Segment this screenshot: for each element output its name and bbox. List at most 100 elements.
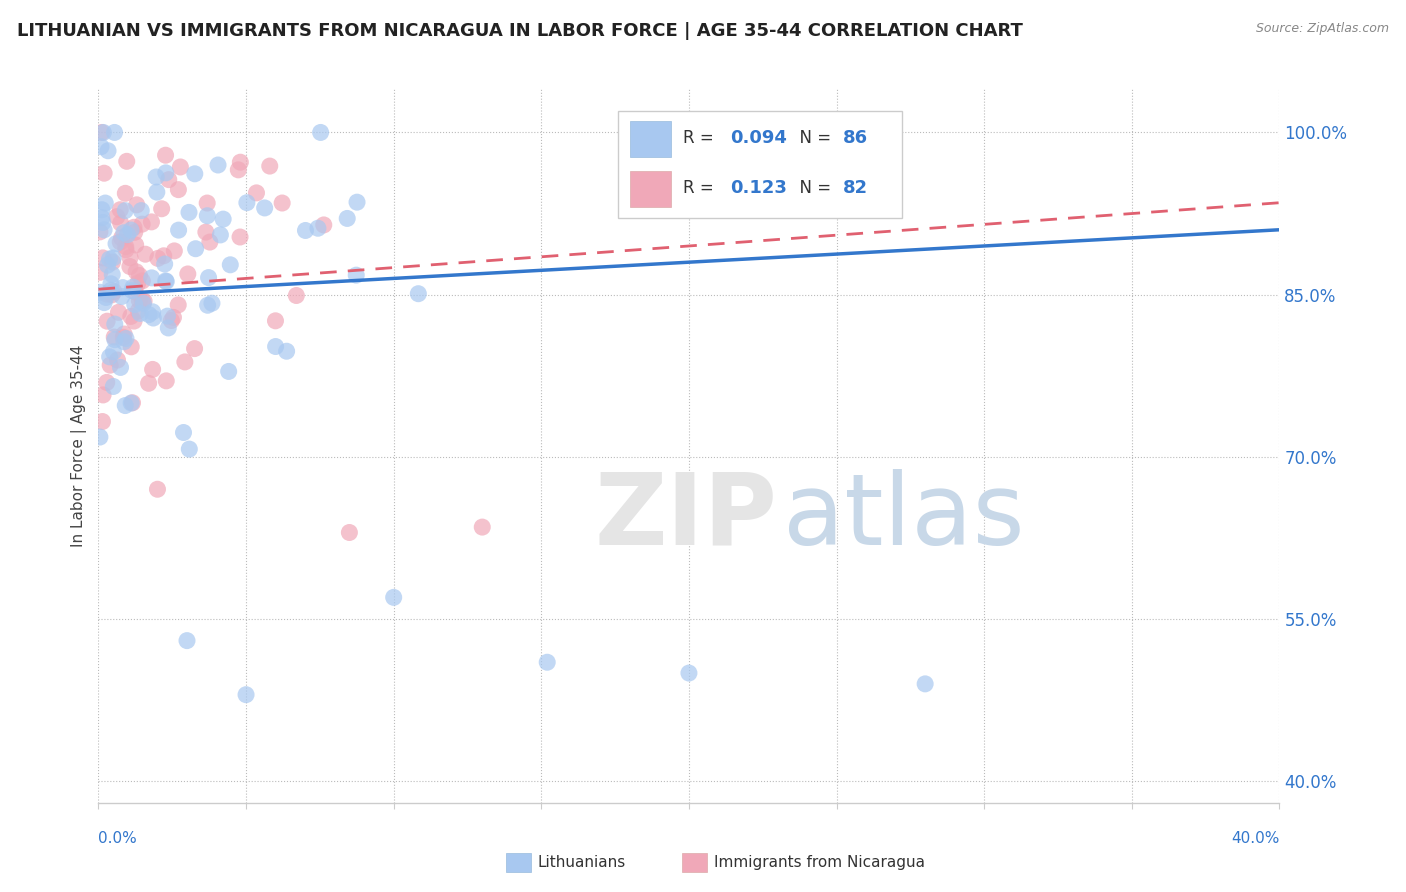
Point xyxy=(209,227,232,242)
Point xyxy=(155,148,177,162)
Point xyxy=(150,202,173,216)
Text: R =: R = xyxy=(683,178,718,196)
Point xyxy=(120,310,142,324)
Text: atlas: atlas xyxy=(783,469,1025,566)
Point xyxy=(138,308,160,322)
Point xyxy=(134,247,156,261)
Point xyxy=(173,425,195,440)
Point xyxy=(344,268,367,282)
Point xyxy=(382,591,405,605)
Text: 82: 82 xyxy=(842,178,868,196)
Point xyxy=(471,520,494,534)
Point xyxy=(146,185,169,199)
Point xyxy=(235,688,257,702)
Point xyxy=(131,217,153,231)
Point xyxy=(312,218,335,232)
Point xyxy=(118,260,141,274)
Point xyxy=(120,251,142,265)
Point xyxy=(131,293,153,308)
Point xyxy=(110,216,132,230)
Point xyxy=(198,235,221,249)
Point xyxy=(120,340,142,354)
Point xyxy=(184,167,207,181)
Point xyxy=(89,265,111,279)
Point xyxy=(100,283,122,297)
Point xyxy=(131,274,153,288)
Point xyxy=(212,212,235,227)
Bar xyxy=(630,121,671,157)
Point xyxy=(107,305,129,319)
Point xyxy=(96,376,118,390)
Point xyxy=(89,285,111,300)
Point xyxy=(195,196,218,211)
Point xyxy=(346,195,368,210)
Point xyxy=(98,350,121,364)
Point xyxy=(90,202,112,217)
Point xyxy=(226,162,249,177)
Point xyxy=(138,376,160,391)
Point xyxy=(129,203,152,218)
Point xyxy=(142,362,165,376)
Text: 0.0%: 0.0% xyxy=(98,831,138,847)
Point xyxy=(103,125,125,139)
Point xyxy=(91,388,114,402)
Point xyxy=(96,287,118,301)
Point xyxy=(91,215,114,229)
Point xyxy=(128,268,150,283)
Point xyxy=(167,183,190,197)
Point xyxy=(101,288,124,302)
Point xyxy=(156,309,179,323)
Point xyxy=(155,374,177,388)
Point xyxy=(152,249,174,263)
Point xyxy=(112,330,135,344)
Text: N =: N = xyxy=(789,128,837,146)
Point xyxy=(117,227,139,242)
Point xyxy=(536,655,558,669)
Point xyxy=(104,317,127,331)
Point xyxy=(98,252,121,266)
Point xyxy=(103,251,125,265)
Text: N =: N = xyxy=(789,178,837,196)
Text: 86: 86 xyxy=(842,128,868,146)
Point xyxy=(264,314,287,328)
Point xyxy=(94,290,117,304)
Point xyxy=(128,293,150,308)
Y-axis label: In Labor Force | Age 35-44: In Labor Force | Age 35-44 xyxy=(72,345,87,547)
Point xyxy=(914,677,936,691)
Point xyxy=(194,225,217,239)
Point xyxy=(124,297,146,311)
Point xyxy=(245,186,267,200)
Point xyxy=(93,295,115,310)
Point xyxy=(229,155,252,169)
Text: Lithuanians: Lithuanians xyxy=(537,855,626,870)
Point xyxy=(167,223,190,237)
Point xyxy=(125,265,148,279)
Point xyxy=(167,298,190,312)
Text: Source: ZipAtlas.com: Source: ZipAtlas.com xyxy=(1256,22,1389,36)
Point xyxy=(173,355,195,369)
Point xyxy=(157,172,180,186)
Point xyxy=(121,284,143,298)
Point xyxy=(169,160,191,174)
Bar xyxy=(619,111,901,218)
Point xyxy=(91,251,114,265)
Point xyxy=(339,525,361,540)
Point xyxy=(218,364,240,378)
Point xyxy=(101,268,124,282)
Point xyxy=(155,274,177,288)
Point xyxy=(197,298,219,312)
Point xyxy=(276,344,298,359)
Text: 0.094: 0.094 xyxy=(730,128,787,146)
Point xyxy=(271,196,294,211)
Point xyxy=(93,166,115,180)
Point xyxy=(105,210,128,224)
Text: LITHUANIAN VS IMMIGRANTS FROM NICARAGUA IN LABOR FORCE | AGE 35-44 CORRELATION C: LITHUANIAN VS IMMIGRANTS FROM NICARAGUA … xyxy=(17,22,1022,40)
Point xyxy=(307,221,329,235)
Point xyxy=(124,285,146,299)
Point xyxy=(111,280,134,294)
Point xyxy=(114,186,136,201)
Point xyxy=(145,169,167,184)
Point xyxy=(110,235,132,249)
Point xyxy=(229,230,252,244)
Point xyxy=(219,258,242,272)
